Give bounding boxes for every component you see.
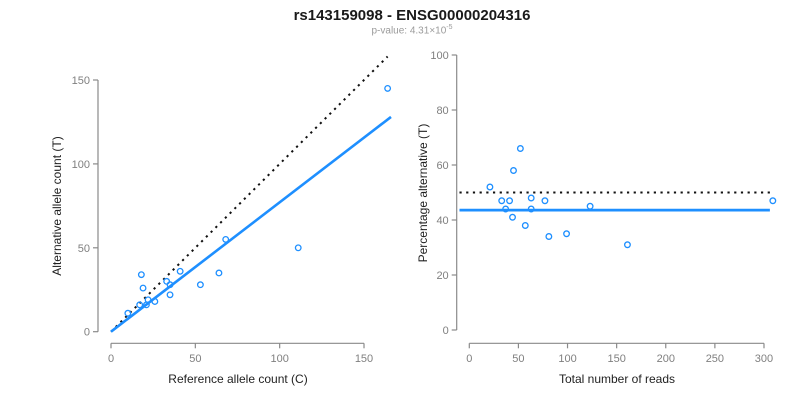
data-point xyxy=(196,281,204,289)
x-tick-label: 50 xyxy=(512,353,524,365)
data-point xyxy=(527,205,535,213)
data-point xyxy=(509,213,516,221)
y-tick-label: 100 xyxy=(430,50,448,62)
multiply-sign: × xyxy=(429,25,436,37)
x-tick-label: 0 xyxy=(108,353,114,365)
y-tick-label: 40 xyxy=(436,215,448,227)
p-value-subtitle: p-value: 4.31×10-5 xyxy=(0,24,800,36)
y-tick-label: 60 xyxy=(436,160,448,172)
x-tick-label: 150 xyxy=(607,353,625,365)
data-point xyxy=(541,197,549,205)
y-tick-label: 0 xyxy=(443,325,449,337)
data-point xyxy=(586,202,594,210)
data-point xyxy=(527,194,535,202)
p-value-base: 10 xyxy=(435,25,447,37)
data-point xyxy=(516,145,524,152)
data-point xyxy=(563,230,570,238)
p-value-mantissa: 4.31 xyxy=(409,25,430,37)
data-point xyxy=(151,298,159,305)
data-point xyxy=(502,205,510,213)
y-tick-label: 100 xyxy=(72,159,90,171)
x-tick-label: 100 xyxy=(558,353,576,365)
left-x-axis-title: Reference allele count (C) xyxy=(168,372,308,386)
x-tick-label: 150 xyxy=(355,353,373,365)
data-point xyxy=(137,271,145,279)
data-point xyxy=(294,244,302,252)
data-point xyxy=(545,233,553,240)
y-tick-label: 50 xyxy=(78,243,90,255)
data-point xyxy=(624,241,631,249)
data-point xyxy=(506,197,514,205)
data-point xyxy=(521,222,529,229)
y-tick-label: 0 xyxy=(84,327,90,339)
data-point xyxy=(166,281,174,289)
regression-line xyxy=(110,115,392,333)
data-point xyxy=(486,183,494,191)
page-title: rs143159098 - ENSG00000204316 xyxy=(293,7,531,24)
data-point xyxy=(498,197,506,205)
data-point xyxy=(510,167,517,174)
x-tick-label: 100 xyxy=(270,353,288,365)
right-panel: 0 50 100 150 200 250 300 0 20 40 60 80 100 xyxy=(430,50,777,365)
data-point xyxy=(124,309,132,317)
left-y-axis-title: Alternative allele count (T) xyxy=(50,136,64,276)
x-tick-label: 300 xyxy=(755,353,773,365)
right-x-axis-title: Total number of reads xyxy=(558,372,676,386)
data-point xyxy=(163,277,171,285)
data-point xyxy=(176,267,184,275)
x-tick-label: 0 xyxy=(466,353,472,365)
left-panel: 0 50 100 150 0 50 100 150 xyxy=(72,55,392,365)
p-value-exponent: -5 xyxy=(446,24,453,31)
data-point xyxy=(136,301,144,309)
x-tick-label: 50 xyxy=(189,353,201,365)
data-point xyxy=(142,301,150,309)
data-point xyxy=(222,235,230,243)
x-tick-label: 200 xyxy=(657,353,675,365)
y-tick-label: 20 xyxy=(436,270,448,282)
data-point xyxy=(215,269,223,277)
right-y-axis-title: Percentage alternative (T) xyxy=(416,123,430,263)
y-tick-label: 80 xyxy=(436,105,448,117)
data-point xyxy=(384,84,392,92)
y-tick-label: 150 xyxy=(72,75,90,87)
data-point xyxy=(139,284,147,292)
data-point xyxy=(166,291,174,299)
p-value-label: p-value: xyxy=(371,25,408,37)
identity-line xyxy=(110,55,389,333)
data-point xyxy=(769,197,777,205)
x-tick-label: 250 xyxy=(706,353,724,365)
